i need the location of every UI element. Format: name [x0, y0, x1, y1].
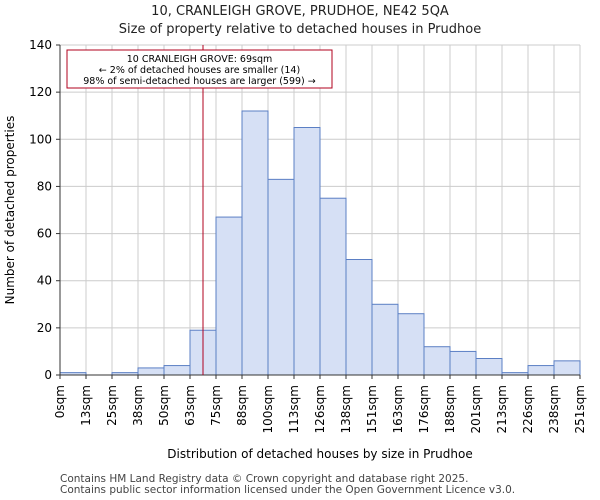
bar: [527, 365, 555, 376]
x-tick-label: 213sqm: [495, 385, 509, 433]
chart-title: 10, CRANLEIGH GROVE, PRUDHOE, NE42 5QA: [151, 4, 449, 19]
x-tick-label: 25sqm: [105, 385, 119, 426]
bar: [267, 178, 295, 376]
y-tick-label: 100: [29, 132, 52, 146]
x-tick-label: 188sqm: [443, 385, 457, 433]
x-tick-label: 151sqm: [365, 385, 379, 433]
annotation-line-3: 98% of semi-detached houses are larger (…: [83, 76, 316, 87]
x-tick-label: 0sqm: [53, 385, 67, 418]
x-tick-label: 163sqm: [391, 385, 405, 433]
bar: [475, 358, 503, 376]
chart-subtitle: Size of property relative to detached ho…: [118, 22, 482, 37]
x-tick-label: 63sqm: [183, 385, 197, 426]
y-tick-label: 140: [29, 38, 52, 52]
x-tick-label: 113sqm: [287, 385, 301, 433]
x-tick-label: 251sqm: [573, 385, 587, 433]
y-tick-label: 40: [37, 274, 52, 288]
y-tick-label: 80: [37, 179, 52, 193]
x-tick-label: 126sqm: [313, 385, 327, 433]
bar: [553, 360, 581, 376]
x-tick-label: 176sqm: [417, 385, 431, 433]
y-tick-label: 60: [37, 227, 52, 241]
y-tick-label: 0: [44, 368, 52, 382]
bar: [449, 350, 477, 376]
footer-licence: Contains public sector information licen…: [60, 484, 516, 496]
x-tick-label: 75sqm: [209, 385, 223, 426]
bar: [293, 127, 321, 376]
bar: [371, 303, 399, 376]
bar: [163, 365, 191, 376]
bar: [397, 313, 425, 376]
x-tick-label: 238sqm: [547, 385, 561, 433]
y-axis-label: Number of detached properties: [3, 116, 17, 305]
x-tick-label: 138sqm: [339, 385, 353, 433]
x-axis-label: Distribution of detached houses by size …: [167, 447, 472, 461]
bar: [137, 367, 165, 376]
x-tick-label: 201sqm: [469, 385, 483, 433]
x-tick-label: 88sqm: [235, 385, 249, 426]
x-tick-label: 226sqm: [521, 385, 535, 433]
bar: [345, 259, 373, 376]
bar: [423, 346, 451, 376]
bar: [241, 110, 269, 376]
marker: 10 CRANLEIGH GROVE: 69sqm← 2% of detache…: [66, 45, 333, 375]
x-tick-label: 50sqm: [157, 385, 171, 426]
x-tick-label: 13sqm: [79, 385, 93, 426]
annotation-line-2: ← 2% of detached houses are smaller (14): [99, 65, 300, 76]
y-tick-label: 120: [29, 85, 52, 99]
y-tick-label: 20: [37, 321, 52, 335]
bars: [59, 110, 581, 376]
x-tick-label: 38sqm: [131, 385, 145, 426]
bar: [319, 197, 347, 376]
annotation-box: [66, 49, 333, 89]
footer-copyright: Contains HM Land Registry data © Crown c…: [60, 473, 469, 485]
bar: [215, 216, 243, 376]
annotation-line-1: 10 CRANLEIGH GROVE: 69sqm: [127, 54, 273, 65]
x-tick-label: 100sqm: [261, 385, 275, 433]
axes: 0 20 40 60 80 100 120 140 0sqm 13sqm 25sqm 38sqm 50s…: [29, 38, 587, 433]
